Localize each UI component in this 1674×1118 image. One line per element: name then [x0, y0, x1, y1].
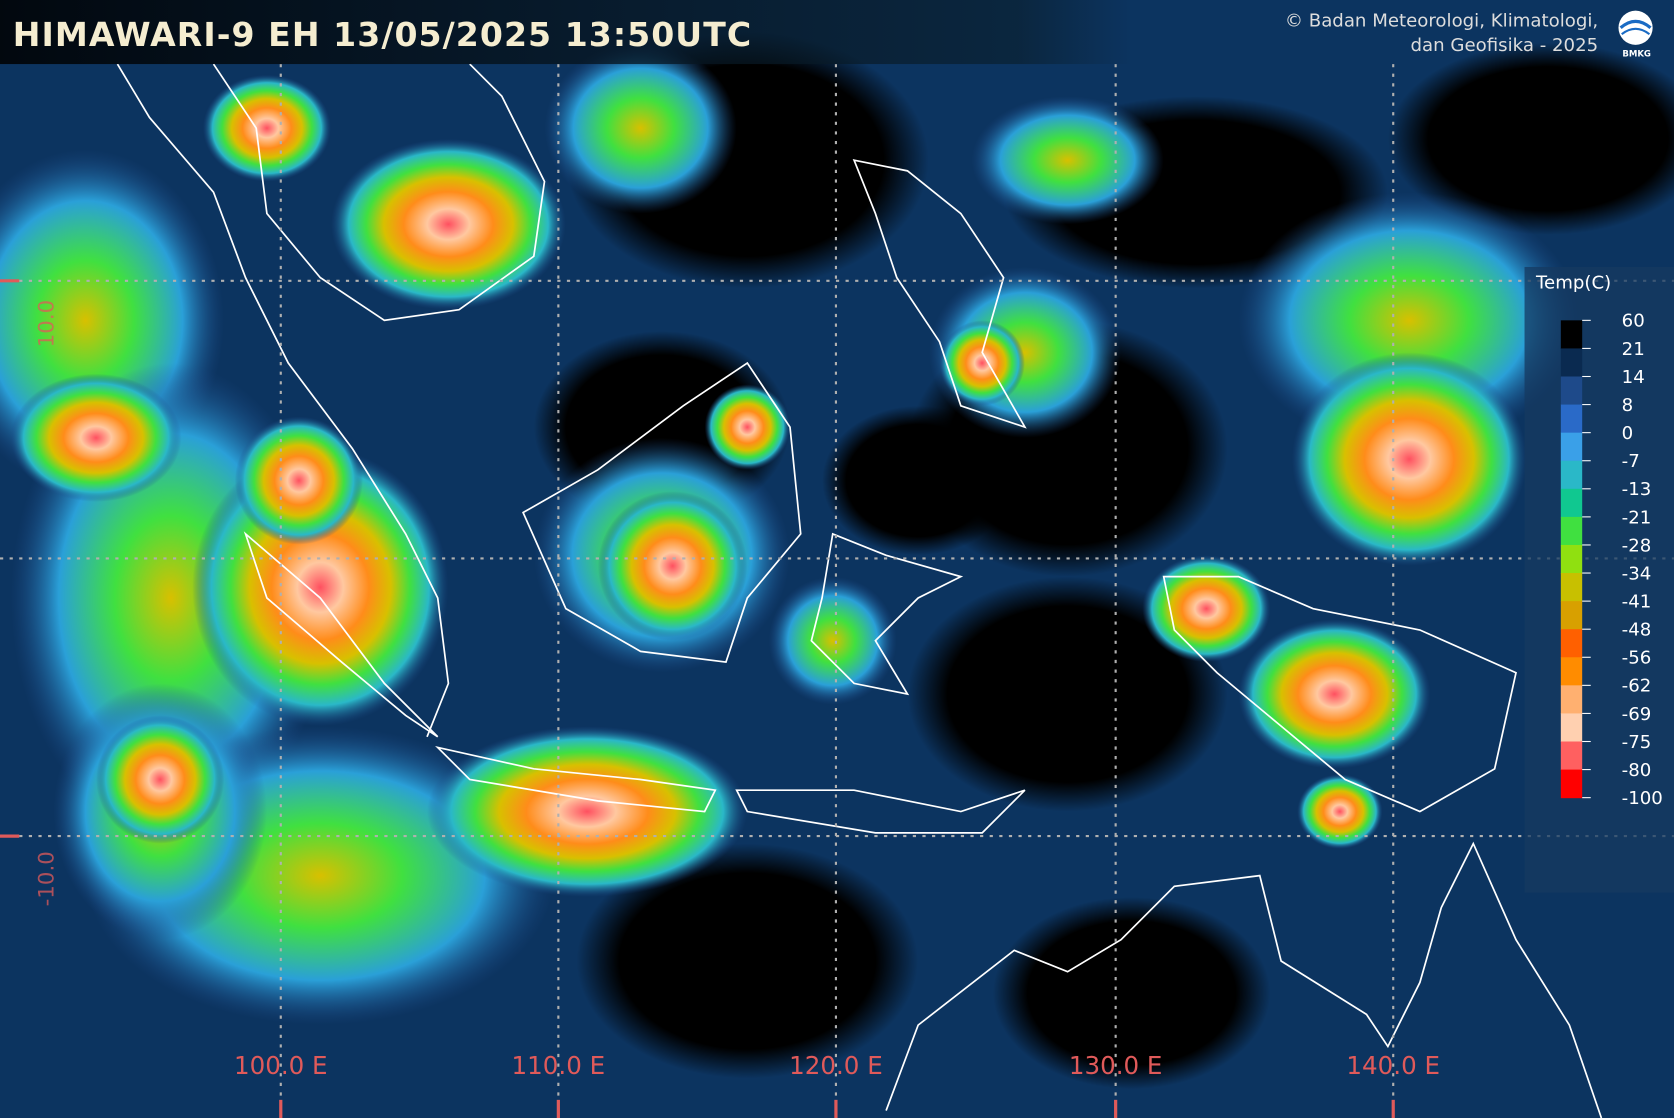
coastline	[735, 789, 1026, 834]
clear-sky	[1387, 42, 1674, 235]
legend-label: 8	[1622, 395, 1634, 416]
cloud-layer	[0, 32, 1674, 1090]
coastline	[116, 63, 450, 738]
storm-cell	[1297, 774, 1383, 849]
storm-cell	[1142, 555, 1271, 663]
storm-cell	[202, 74, 331, 182]
lon-label: 120.0 E	[789, 1051, 883, 1080]
credit: © Badan Meteorologi, Klimatologi,	[1285, 11, 1598, 32]
legend-label: 21	[1622, 339, 1645, 360]
storm-cell	[10, 373, 182, 502]
storm-cell	[330, 138, 566, 310]
cloud	[768, 576, 897, 705]
lon-label: 100.0 E	[234, 1051, 328, 1080]
clear-sky	[822, 405, 1015, 556]
legend-swatch	[1560, 348, 1583, 378]
coastline	[810, 532, 964, 696]
lat-label: -10.0	[34, 851, 59, 906]
legend-label: -13	[1622, 479, 1652, 500]
legend-label: 60	[1622, 311, 1645, 332]
coastline	[212, 63, 546, 322]
legend-swatch	[1560, 741, 1583, 771]
lon-label: 140.0 E	[1346, 1051, 1440, 1080]
legend-label: -75	[1622, 732, 1652, 753]
coastline	[243, 531, 439, 738]
legend-label: -21	[1622, 507, 1652, 528]
legend-swatch	[1560, 769, 1583, 799]
legend-label: -62	[1622, 676, 1652, 697]
coastline	[885, 841, 1603, 1118]
logo-mark	[1621, 27, 1651, 36]
legend-swatch	[1560, 629, 1583, 658]
storm-cell	[1238, 619, 1431, 769]
lon-label: 130.0 E	[1069, 1051, 1163, 1080]
legend-swatch	[1560, 460, 1583, 490]
coastline	[1162, 575, 1517, 813]
legend-swatch	[1560, 432, 1583, 462]
clear-sky	[907, 576, 1228, 812]
legend-swatch	[1560, 601, 1583, 630]
coastlines	[116, 63, 1603, 1118]
legend-swatch	[1560, 488, 1583, 518]
legend-label: -48	[1622, 620, 1652, 641]
storm-cell	[939, 320, 1025, 406]
title: HIMAWARI-9 EH 13/05/2025 13:50UTC	[13, 15, 752, 54]
clear-sky	[992, 896, 1271, 1090]
legend-title: Temp(C)	[1535, 272, 1611, 293]
coastline	[435, 745, 717, 813]
cloud	[544, 42, 737, 214]
legend-swatch	[1560, 713, 1583, 743]
legend-label: -69	[1622, 704, 1652, 725]
storm-cell	[96, 715, 225, 844]
logo: BMKG	[1618, 10, 1653, 60]
legend-swatch	[1560, 657, 1583, 686]
storm-cell	[704, 384, 791, 470]
legend-swatch	[1560, 404, 1583, 434]
legend-swatch	[1560, 544, 1583, 574]
logo-text: BMKG	[1622, 50, 1651, 60]
legend-swatch	[1560, 376, 1583, 406]
legend-label: -7	[1622, 451, 1640, 472]
storm-cell	[427, 726, 748, 897]
legend-label: -80	[1622, 760, 1652, 781]
logo-mark	[1619, 19, 1652, 30]
legend-label: 0	[1622, 423, 1634, 444]
legend-label: 14	[1622, 367, 1645, 388]
legend-label: -34	[1622, 563, 1652, 584]
clear-sky	[576, 843, 919, 1079]
lat-label: 10.0	[34, 300, 59, 348]
storm-cell	[1291, 352, 1527, 566]
storm-cell	[234, 416, 363, 545]
legend-swatch	[1560, 685, 1583, 714]
credit: dan Geofisika - 2025	[1411, 35, 1599, 56]
lon-label: 110.0 E	[512, 1051, 606, 1080]
legend-panel	[1524, 266, 1674, 893]
coastline	[522, 361, 802, 663]
legend-swatch	[1560, 516, 1583, 546]
cloud	[971, 96, 1164, 225]
legend-label: -56	[1622, 648, 1652, 669]
legend-label: -41	[1622, 592, 1652, 613]
legend: 60 21 14 8 0 -7 -13 -21 -28 -34 -41 -48 -56 -62 -69 -75…	[1560, 311, 1663, 809]
storm-cell	[597, 491, 748, 641]
title-bar	[0, 0, 1132, 65]
coastline	[852, 159, 1027, 429]
graticule	[0, 64, 1674, 1118]
legend-label: -100	[1622, 788, 1663, 809]
legend-swatch	[1560, 573, 1583, 602]
cloud	[1238, 192, 1581, 449]
legend-swatch	[1560, 320, 1583, 349]
legend-label: -28	[1622, 535, 1652, 556]
axis-labels: 100.0 E 110.0 E 120.0 E 130.0 E 140.0 E 10.0 -…	[0, 279, 1440, 1118]
